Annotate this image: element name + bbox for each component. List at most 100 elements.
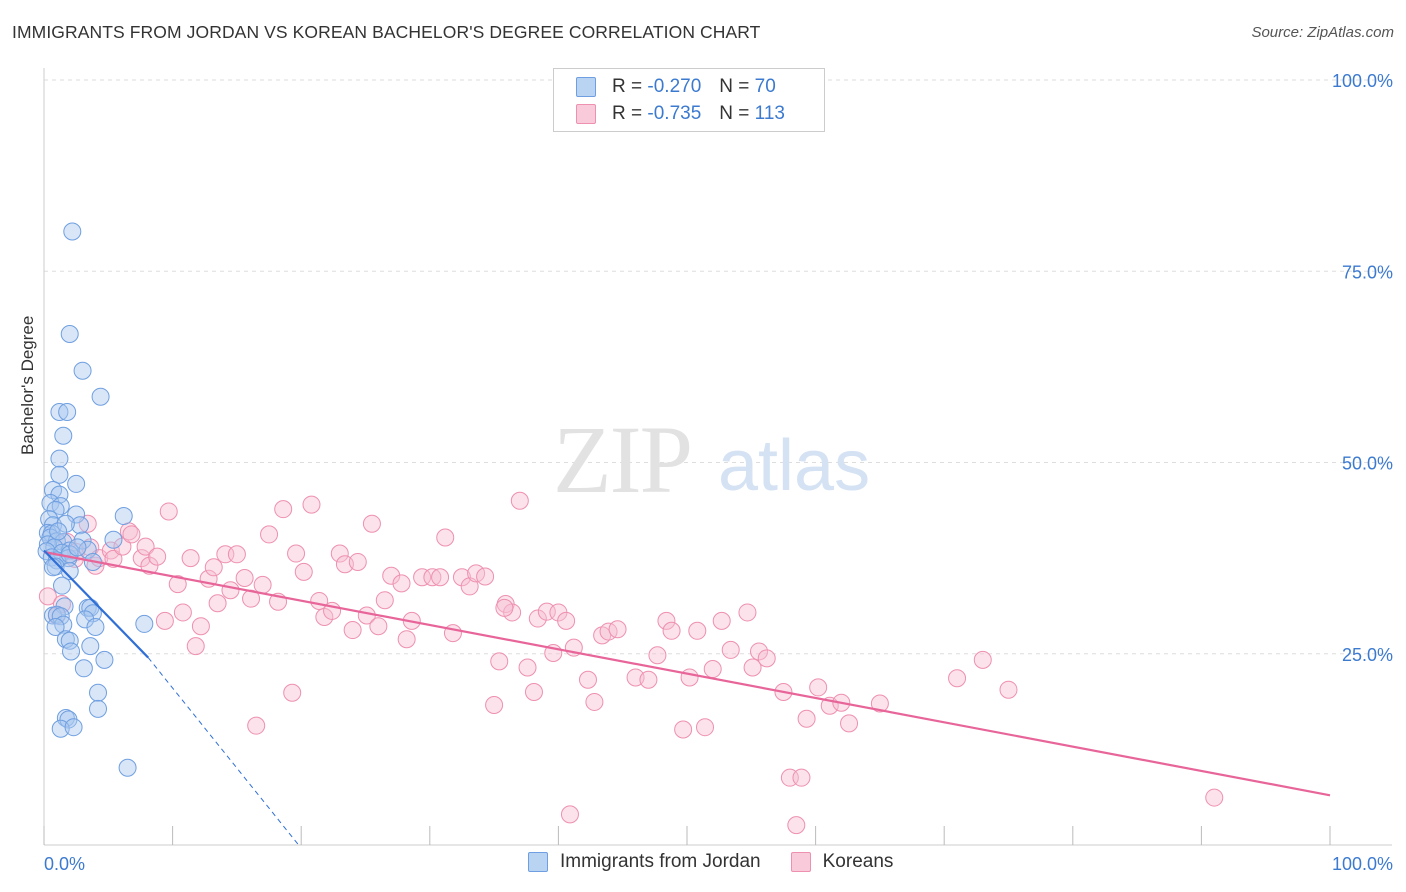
koreans-point bbox=[476, 567, 495, 586]
koreans-point bbox=[436, 528, 455, 547]
koreans-point bbox=[362, 514, 381, 533]
koreans-point bbox=[948, 669, 967, 688]
koreans-point bbox=[260, 525, 279, 544]
koreans-point bbox=[688, 621, 707, 640]
jordan-point bbox=[60, 324, 79, 343]
koreans-point bbox=[557, 611, 576, 630]
koreans-point bbox=[235, 569, 254, 588]
jordan-point bbox=[46, 617, 65, 636]
watermark-zip: ZIP bbox=[553, 406, 691, 513]
jordan-point bbox=[50, 449, 69, 468]
y-tick-label: 100.0% bbox=[1332, 71, 1393, 91]
koreans-point bbox=[274, 500, 293, 519]
koreans-point bbox=[648, 646, 667, 665]
y-tick-label: 25.0% bbox=[1342, 645, 1393, 665]
koreans-point bbox=[159, 502, 178, 521]
stats-legend: R = -0.270 N = 70 R = -0.735 N = 113 bbox=[553, 68, 825, 132]
legend-r-value: -0.735 bbox=[647, 103, 702, 124]
koreans-point bbox=[495, 598, 514, 617]
koreans-point bbox=[38, 587, 57, 606]
legend-row-jordan: R = -0.270 N = 70 bbox=[576, 75, 776, 99]
legend-row-koreans: R = -0.735 N = 113 bbox=[576, 102, 785, 126]
koreans-point bbox=[712, 611, 731, 630]
koreans-points bbox=[38, 491, 1224, 835]
koreans-point bbox=[204, 558, 223, 577]
koreans-point bbox=[757, 649, 776, 668]
koreans-point bbox=[294, 562, 313, 581]
koreans-point bbox=[247, 716, 266, 735]
koreans-point bbox=[104, 549, 123, 568]
y-axis-label: Bachelor's Degree bbox=[18, 315, 37, 455]
jordan-point bbox=[95, 650, 114, 669]
source-credit: Source: ZipAtlas.com bbox=[1251, 24, 1394, 41]
watermark: ZIP atlas bbox=[553, 406, 870, 513]
jordan-point bbox=[49, 522, 68, 541]
koreans-point bbox=[578, 670, 597, 689]
koreans-point bbox=[787, 816, 806, 835]
koreans-point bbox=[809, 678, 828, 697]
koreans-point bbox=[703, 660, 722, 679]
jordan-point bbox=[50, 465, 69, 484]
koreans-point bbox=[870, 694, 889, 713]
koreans-point bbox=[452, 568, 471, 587]
koreans-point bbox=[792, 768, 811, 787]
series-swatch-jordan bbox=[528, 852, 548, 872]
koreans-point bbox=[431, 568, 450, 587]
legend-n-value: 70 bbox=[754, 76, 776, 97]
koreans-point bbox=[973, 650, 992, 669]
jordan-point bbox=[71, 516, 90, 535]
koreans-point bbox=[1205, 788, 1224, 807]
legend-r-label: R = bbox=[612, 103, 643, 124]
jordan-point bbox=[104, 530, 123, 549]
koreans-point bbox=[397, 630, 416, 649]
jordan-point bbox=[81, 637, 100, 656]
koreans-point bbox=[674, 720, 693, 739]
legend-n-value: 113 bbox=[754, 103, 785, 124]
legend-n-label: N = bbox=[719, 103, 750, 124]
koreans-point bbox=[173, 603, 192, 622]
koreans-point bbox=[155, 611, 174, 630]
koreans-point bbox=[528, 609, 547, 628]
koreans-point bbox=[113, 537, 132, 556]
jordan-point bbox=[50, 403, 69, 422]
x-tick-label: 0.0% bbox=[44, 854, 85, 874]
koreans-point bbox=[330, 544, 349, 563]
koreans-point bbox=[221, 581, 240, 600]
grid-lines bbox=[44, 79, 1392, 655]
koreans-point bbox=[423, 568, 442, 587]
koreans-point bbox=[283, 683, 302, 702]
jordan-trend-extension bbox=[147, 657, 300, 846]
koreans-point bbox=[721, 640, 740, 659]
watermark-atlas: atlas bbox=[718, 426, 870, 506]
koreans-point bbox=[743, 658, 762, 677]
jordan-point bbox=[64, 718, 83, 737]
koreans-point bbox=[490, 652, 509, 671]
koreans-point bbox=[191, 617, 210, 636]
koreans-point bbox=[186, 637, 205, 656]
koreans-point bbox=[518, 658, 537, 677]
y-tick-label: 75.0% bbox=[1342, 262, 1393, 282]
jordan-point bbox=[74, 659, 93, 678]
koreans-point bbox=[343, 621, 362, 640]
jordan-point bbox=[73, 361, 92, 380]
jordan-trend-line bbox=[43, 549, 149, 659]
series-name-jordan: Immigrants from Jordan bbox=[560, 851, 761, 872]
series-swatch-koreans bbox=[790, 852, 811, 872]
jordan-point bbox=[86, 617, 105, 636]
jordan-point bbox=[68, 538, 87, 557]
koreans-point bbox=[999, 680, 1018, 699]
koreans-point bbox=[227, 545, 246, 564]
koreans-point bbox=[680, 668, 699, 687]
legend-r-value: -0.270 bbox=[647, 76, 702, 97]
koreans-point bbox=[524, 683, 543, 701]
jordan-point bbox=[56, 514, 75, 533]
koreans-point bbox=[797, 709, 816, 728]
koreans-point bbox=[382, 566, 401, 585]
tick-labels: 25.0% 50.0% 75.0% 100.0% 0.0% 100.0% bbox=[44, 71, 1393, 874]
koreans-point bbox=[392, 574, 411, 593]
koreans-point bbox=[560, 805, 579, 824]
series-legend: Immigrants from Jordan Koreans bbox=[528, 851, 923, 873]
koreans-point bbox=[485, 696, 504, 715]
jordan-point bbox=[114, 507, 133, 526]
